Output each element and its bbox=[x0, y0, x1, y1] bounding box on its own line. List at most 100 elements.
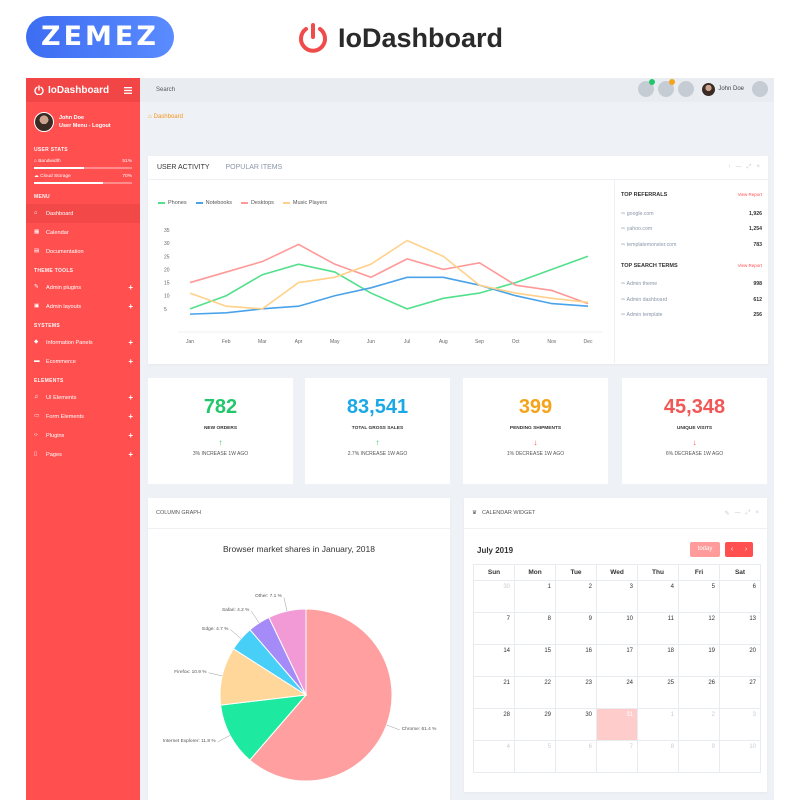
calendar-day-cell[interactable]: 25 bbox=[637, 676, 679, 709]
view-report-link[interactable]: View Report bbox=[737, 192, 762, 197]
edit-icon[interactable]: ✎ bbox=[724, 511, 730, 517]
search-term-row[interactable]: ⇨ Admin theme 998 bbox=[621, 281, 762, 288]
chevron-right-icon[interactable]: › bbox=[744, 546, 748, 553]
flag-icon[interactable] bbox=[678, 81, 695, 97]
calendar-day-cell[interactable]: 6 bbox=[555, 740, 597, 773]
today-button[interactable]: today bbox=[690, 542, 720, 557]
sidebar-item-ui-elements[interactable]: ♫ UI Elements + bbox=[26, 388, 140, 407]
referral-row[interactable]: ⇨ yahoo.com 1,254 bbox=[621, 226, 762, 233]
pie-slice-other[interactable] bbox=[268, 608, 307, 696]
legend-item[interactable]: Desktops bbox=[240, 200, 274, 206]
calendar-day-cell[interactable]: 11 bbox=[637, 612, 679, 645]
user-activity-card: USER ACTIVITY POPULAR ITEMS ↑ — ⤢ × Phones N… bbox=[148, 156, 768, 364]
calendar-day-cell[interactable]: 24 bbox=[596, 676, 638, 709]
calendar-day-cell[interactable]: 18 bbox=[637, 644, 679, 677]
sidebar-item-calendar[interactable]: ▦ Calendar bbox=[26, 223, 140, 242]
calendar-day-cell[interactable]: 1 bbox=[637, 708, 679, 741]
view-report-link[interactable]: View Report bbox=[737, 262, 762, 268]
breadcrumb-label: Dashboard bbox=[153, 114, 183, 120]
user-menu[interactable]: John Doe bbox=[702, 82, 744, 96]
legend-item[interactable]: Phones bbox=[158, 200, 187, 206]
legend-item[interactable]: Notebooks bbox=[195, 200, 232, 206]
calendar-day-cell[interactable]: 16 bbox=[555, 644, 597, 677]
calendar-day-cell[interactable]: 13 bbox=[719, 612, 761, 645]
calendar-day-cell[interactable]: 12 bbox=[678, 612, 720, 645]
minimize-icon[interactable]: — bbox=[735, 164, 742, 170]
tab-popular-items[interactable]: POPULAR ITEMS bbox=[225, 164, 283, 171]
bell-icon[interactable] bbox=[658, 79, 676, 97]
x-tick-label: Jan bbox=[186, 339, 194, 345]
avatar[interactable] bbox=[34, 112, 54, 132]
sidebar-item-pages[interactable]: ▯ Pages + bbox=[26, 445, 140, 464]
chevron-left-icon[interactable]: ‹ bbox=[730, 546, 734, 553]
calendar-day-cell[interactable]: 5 bbox=[514, 740, 556, 773]
chat-icon[interactable] bbox=[638, 79, 656, 97]
sidebar-logo[interactable]: IoDashboard bbox=[34, 85, 109, 96]
legend-label: Phones bbox=[168, 200, 187, 206]
referral-row[interactable]: ⇨ google.com 1,926 bbox=[621, 210, 762, 217]
calendar-day-cell[interactable]: 30 bbox=[555, 708, 597, 741]
calendar-day-cell[interactable]: 31 bbox=[596, 708, 638, 741]
pie-slice-chrome[interactable] bbox=[249, 608, 393, 782]
search-term-row[interactable]: ⇨ Admin dashboard 612 bbox=[621, 296, 762, 303]
calendar-day-cell[interactable]: 28 bbox=[473, 708, 515, 741]
home-icon: ⌂ bbox=[148, 114, 152, 120]
calendar-day-cell[interactable]: 17 bbox=[596, 644, 638, 677]
close-icon[interactable]: × bbox=[755, 510, 759, 516]
calendar-day-cell[interactable]: 19 bbox=[678, 644, 720, 677]
calendar-day-cell[interactable]: 20 bbox=[719, 644, 761, 677]
sidebar-item-documentation[interactable]: ▤ Documentation bbox=[26, 242, 140, 261]
search-input[interactable]: Search bbox=[156, 87, 176, 93]
calendar-day-cell[interactable]: 9 bbox=[678, 740, 720, 773]
calendar-day-cell[interactable]: 8 bbox=[514, 612, 556, 645]
close-icon[interactable]: × bbox=[756, 164, 760, 170]
calendar-day-cell[interactable]: 15 bbox=[514, 644, 556, 677]
calendar-day-cell[interactable]: 7 bbox=[473, 612, 515, 645]
sidebar-item-ecommerce[interactable]: ▬ Ecommerce + bbox=[26, 352, 140, 371]
calendar-day-cell[interactable]: 2 bbox=[555, 580, 597, 613]
calendar-day-header: Wed bbox=[596, 564, 638, 581]
sidebar-item-form-elements[interactable]: ▭ Form Elements + bbox=[26, 407, 140, 426]
search-term-row[interactable]: ⇨ Admin template 256 bbox=[621, 312, 762, 319]
user-menu-links[interactable]: User Menu - Logout bbox=[59, 123, 111, 129]
calendar-day-cell[interactable]: 8 bbox=[637, 740, 679, 773]
calendar-day-cell[interactable]: 23 bbox=[555, 676, 597, 709]
calendar-day-cell[interactable]: 10 bbox=[596, 612, 638, 645]
calendar-widget-title: CALENDAR WIDGET bbox=[481, 510, 536, 516]
calendar-day-cell[interactable]: 30 bbox=[473, 580, 515, 613]
sidebar-item-dashboard[interactable]: ⌂ Dashboard bbox=[26, 204, 140, 223]
calendar-day-cell[interactable]: 7 bbox=[596, 740, 638, 773]
sidebar-item-admin-layouts[interactable]: ▣ Admin layouts + bbox=[26, 297, 140, 316]
calendar-day-cell[interactable]: 2 bbox=[678, 708, 720, 741]
breadcrumb[interactable]: ⌂ Dashboard bbox=[148, 114, 183, 120]
hamburger-icon[interactable] bbox=[124, 86, 132, 94]
calendar-day-cell[interactable]: 3 bbox=[719, 708, 761, 741]
settings-icon[interactable] bbox=[752, 81, 768, 97]
calendar-day-cell[interactable]: 26 bbox=[678, 676, 720, 709]
calendar-day-cell[interactable]: 3 bbox=[596, 580, 638, 613]
calendar-day-cell[interactable]: 6 bbox=[719, 580, 761, 613]
expand-icon[interactable]: ⤢ bbox=[745, 510, 751, 516]
expand-icon[interactable]: ⤢ bbox=[746, 164, 752, 170]
calendar-day-cell[interactable]: 10 bbox=[719, 740, 761, 773]
legend-item[interactable]: Music Players bbox=[282, 200, 327, 206]
pin-icon[interactable]: ↑ bbox=[727, 164, 731, 170]
minimize-icon[interactable]: — bbox=[734, 510, 741, 516]
referral-row[interactable]: ⇨ templatemonster.com 783 bbox=[621, 241, 762, 248]
sidebar-item-information-panels[interactable]: ◆ Information Panels + bbox=[26, 333, 140, 352]
calendar-day-cell[interactable]: 22 bbox=[514, 676, 556, 709]
calendar-day-cell[interactable]: 27 bbox=[719, 676, 761, 709]
pie-slice-internet-explorer[interactable] bbox=[220, 694, 308, 761]
calendar-day-cell[interactable]: 5 bbox=[678, 580, 720, 613]
calendar-day-cell[interactable]: 9 bbox=[555, 612, 597, 645]
sidebar-item-plugins[interactable]: ‹› Plugins + bbox=[26, 426, 140, 445]
calendar-day-cell[interactable]: 14 bbox=[473, 644, 515, 677]
tab-user-activity[interactable]: USER ACTIVITY bbox=[157, 164, 210, 171]
plus-icon: + bbox=[128, 338, 133, 347]
calendar-day-cell[interactable]: 21 bbox=[473, 676, 515, 709]
calendar-day-cell[interactable]: 29 bbox=[514, 708, 556, 741]
calendar-day-cell[interactable]: 1 bbox=[514, 580, 556, 613]
sidebar-item-admin-plugins[interactable]: ✎ Admin plugins + bbox=[26, 278, 140, 297]
calendar-day-cell[interactable]: 4 bbox=[637, 580, 679, 613]
calendar-day-cell[interactable]: 4 bbox=[473, 740, 515, 773]
